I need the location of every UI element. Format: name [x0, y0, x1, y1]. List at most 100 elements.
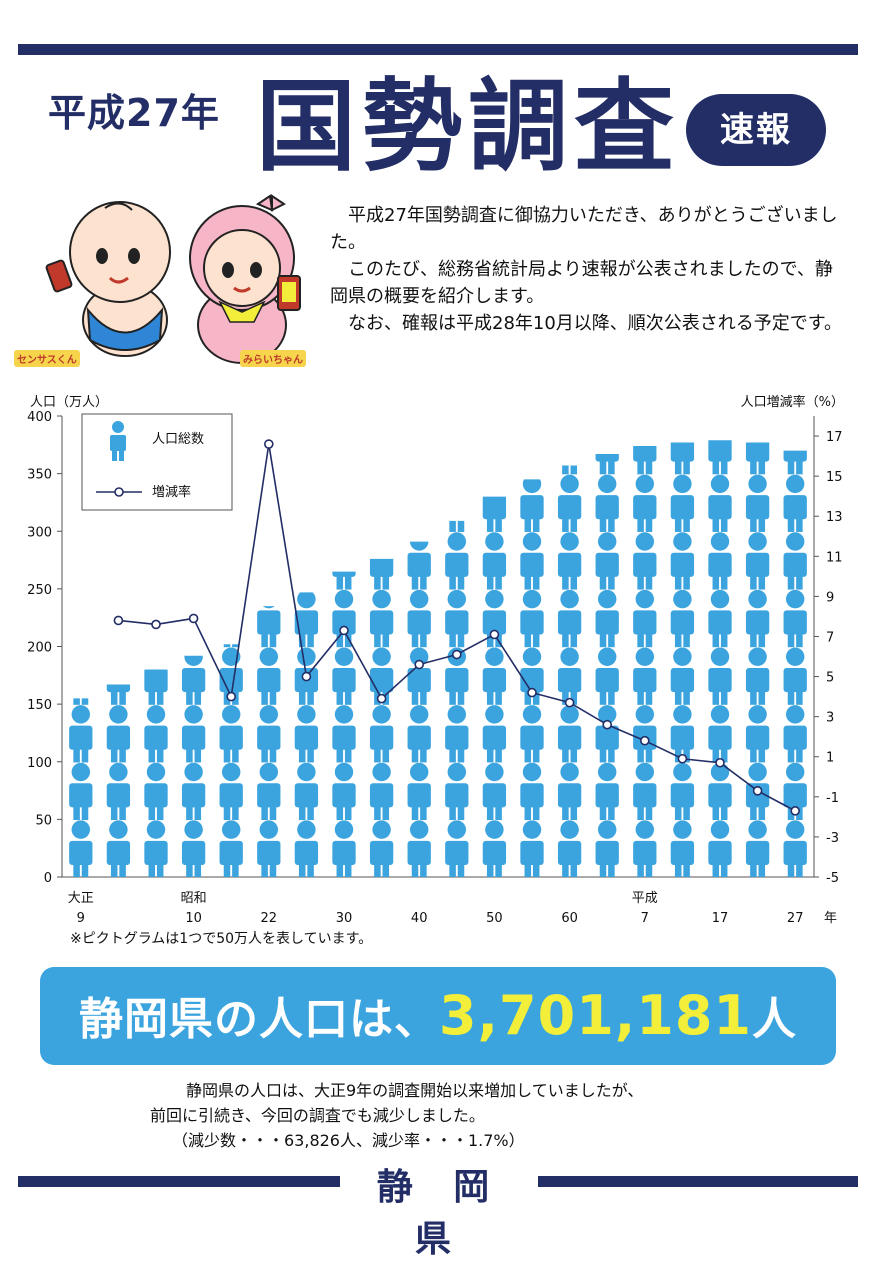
x-tick-label: 22 — [261, 911, 278, 926]
pictogram-leg — [750, 460, 757, 475]
mascot-illustration — [45, 194, 301, 364]
pictogram-body — [520, 610, 544, 635]
pictogram-body — [520, 495, 544, 520]
pictogram-head — [522, 820, 542, 839]
rate-point — [226, 691, 236, 702]
population-bar — [257, 606, 281, 877]
pictogram-leg — [637, 575, 644, 590]
rate-point — [790, 806, 801, 816]
rate-point — [414, 659, 425, 670]
pictogram-head — [748, 474, 767, 494]
pictogram-body — [257, 840, 281, 866]
pictogram-body — [106, 783, 131, 808]
pictogram-leg — [562, 690, 569, 705]
pictogram-leg — [298, 690, 306, 705]
pictogram-body — [407, 840, 431, 866]
pictogram-body — [633, 610, 657, 635]
pictogram-leg — [223, 748, 231, 763]
y-tick-label: 100 — [27, 756, 52, 771]
intro-paragraph: 平成27年国勢調査に御協力いただき、ありがとうございました。 — [330, 205, 838, 253]
pictogram-leg — [599, 518, 607, 532]
pictogram-head — [635, 532, 655, 551]
pictogram-leg — [796, 863, 803, 877]
pictogram-head — [109, 705, 128, 724]
summary-line: 前回に引続き、今回の調査でも減少しました。 — [150, 1106, 485, 1125]
pictogram-leg — [758, 863, 766, 877]
pictogram-body — [708, 610, 732, 635]
banner-prefix: 静岡県の人口は、 — [78, 994, 439, 1045]
pictogram-head — [560, 820, 579, 839]
pictogram-leg — [570, 575, 578, 590]
rate-point — [301, 671, 312, 682]
pictogram-head — [673, 647, 692, 666]
pictogram-leg — [457, 863, 465, 877]
pictogram-leg — [119, 690, 126, 705]
pictogram-head — [597, 532, 617, 551]
pictogram-leg — [637, 806, 644, 821]
pictogram-body — [595, 454, 619, 462]
pictogram-leg — [570, 465, 578, 475]
pictogram-leg — [570, 690, 578, 705]
pictogram-body — [445, 783, 469, 808]
pictogram-leg — [344, 806, 352, 821]
pictogram-head — [785, 820, 805, 839]
pictogram-head — [748, 647, 767, 666]
pictogram-head — [786, 417, 804, 435]
pictogram-leg — [750, 518, 757, 532]
footer-rule-left — [18, 1176, 340, 1187]
pictogram-body — [482, 725, 507, 750]
pictogram-body — [407, 667, 431, 693]
pictogram-body — [332, 610, 356, 635]
pictogram-leg — [411, 863, 419, 877]
pictogram-leg — [645, 460, 653, 475]
pictogram-head — [409, 820, 429, 839]
pictogram-body — [520, 667, 544, 693]
pictogram-head — [372, 589, 391, 609]
pictogram-leg — [110, 690, 118, 705]
pictogram-head — [785, 474, 805, 494]
pictogram-leg — [411, 748, 419, 763]
pictogram-leg — [608, 748, 615, 763]
pictogram-head — [222, 590, 240, 608]
pictogram-leg — [382, 633, 390, 648]
pictogram-body — [219, 840, 243, 866]
y2-tick-label: -3 — [826, 831, 839, 846]
pictogram-leg — [457, 748, 465, 763]
pictogram-leg — [232, 644, 239, 648]
pictogram-leg — [524, 518, 532, 532]
population-bar — [369, 558, 394, 877]
pictogram-head — [146, 762, 166, 782]
x-tick-label: 50 — [486, 911, 503, 926]
pictogram-leg — [683, 863, 690, 877]
rate-point — [715, 757, 725, 768]
legend-person-icon — [119, 449, 124, 461]
pictogram-leg — [683, 460, 690, 475]
legend-person-icon — [112, 421, 124, 433]
population-bar — [520, 479, 544, 877]
pictogram-leg — [269, 863, 277, 877]
pictogram-leg — [562, 748, 569, 763]
x-tick-label: 17 — [712, 911, 729, 926]
pictogram-leg — [599, 806, 607, 821]
pictogram-head — [297, 592, 316, 609]
pictogram-head — [748, 820, 767, 839]
pictogram-body — [106, 684, 131, 693]
legend-person-icon — [110, 435, 126, 451]
rate-point — [564, 697, 575, 708]
y-tick-label: 200 — [27, 641, 52, 656]
pictogram-head — [560, 589, 579, 609]
pictogram-leg — [532, 690, 540, 705]
pictogram-body — [783, 450, 807, 462]
y-tick-label: 150 — [27, 698, 52, 713]
pictogram-head — [635, 820, 655, 839]
y-axis-label: 人口（万人） — [30, 395, 108, 410]
y-tick-label: 0 — [44, 871, 52, 886]
pictogram-head — [184, 762, 203, 782]
pictogram-leg — [599, 460, 607, 475]
pictogram-leg — [796, 690, 803, 705]
pictogram-head — [334, 589, 354, 609]
pictogram-leg — [156, 863, 164, 877]
pictogram-leg — [382, 748, 390, 763]
pictogram-leg — [110, 863, 118, 877]
pictogram-leg — [81, 863, 89, 877]
